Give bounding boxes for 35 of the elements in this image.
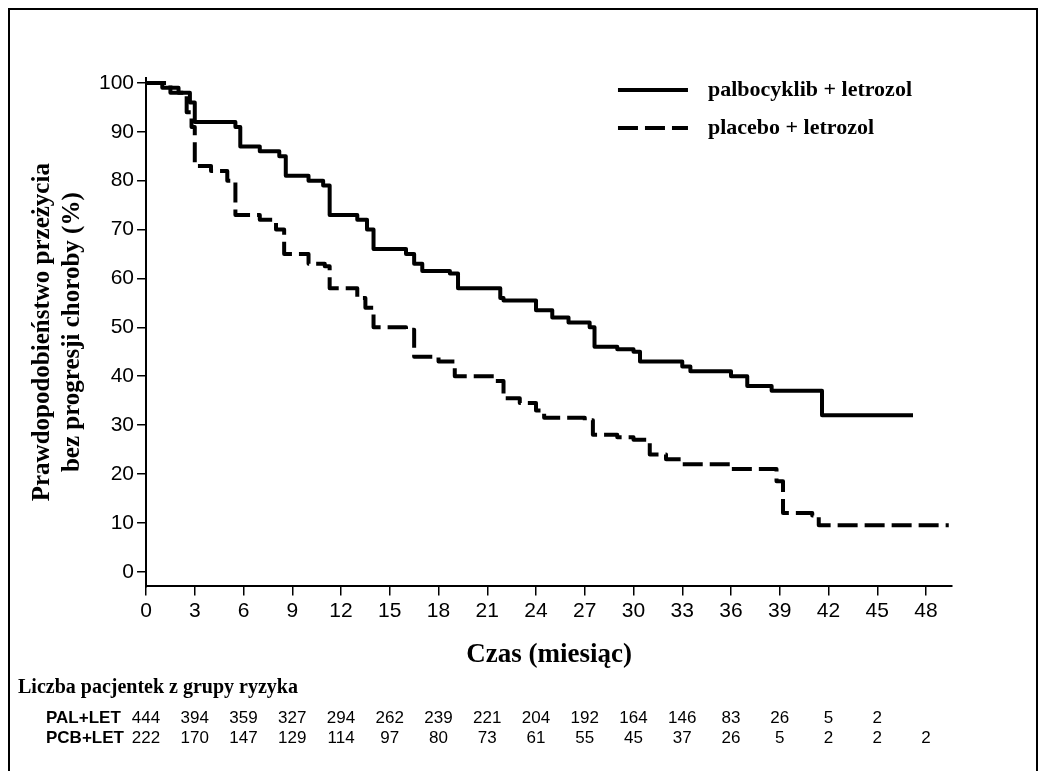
y-tick-label: 60 (110, 265, 135, 289)
x-tick-label: 3 (188, 597, 201, 621)
legend-label: placebo + letrozol (707, 113, 875, 139)
x-tick-label: 27 (573, 597, 597, 621)
y-tick-label: 90 (110, 118, 135, 142)
text: PAL+LET 444 394 359 327 294 262 239 221 204 192 164 146 83 26 5 2 (46, 707, 882, 727)
y-tick-label: 20 (110, 460, 135, 484)
y-tick-label: 100 (98, 69, 135, 93)
y-tick-label: 40 (110, 362, 135, 386)
x-tick-label: 6 (237, 597, 250, 621)
x-tick-label: 30 (621, 597, 646, 621)
x-tick-label: 12 (329, 597, 353, 621)
x-tick-label: 33 (670, 597, 694, 621)
y-tick-label: 70 (110, 216, 135, 240)
x-tick-label: 39 (768, 597, 792, 621)
y-tick-label: 30 (110, 411, 135, 435)
x-tick-label: 24 (524, 597, 549, 621)
y-tick-label: 80 (110, 167, 135, 191)
text: PCB+LET 222 170 147 129 114 97 80 73 61 55 45 37 26 5 2 2 2 (46, 727, 931, 747)
x-tick-label: 48 (914, 597, 938, 621)
x-tick-label: 0 (140, 597, 152, 621)
legend-label: palbocyklib + letrozol (707, 75, 912, 101)
text: Liczba pacjentek z grupy ryzyka (18, 675, 298, 699)
x-tick-label: 18 (426, 597, 451, 621)
y-axis-title: Prawdopodobieństwo przeżycia bez progresji choroby (%) (27, 162, 86, 502)
x-tick-label: 21 (475, 597, 499, 621)
y-tick-label: 10 (110, 509, 135, 533)
x-tick-label: 42 (816, 597, 841, 621)
x-tick-label: 15 (378, 597, 402, 621)
y-tick-label: 50 (110, 314, 135, 338)
x-tick-label: 45 (865, 597, 889, 621)
x-axis-title: Czas (miesiąc) (466, 637, 632, 668)
x-tick-label: 36 (719, 597, 743, 621)
y-tick-label: 0 (122, 558, 135, 582)
x-tick-label: 9 (286, 597, 299, 621)
